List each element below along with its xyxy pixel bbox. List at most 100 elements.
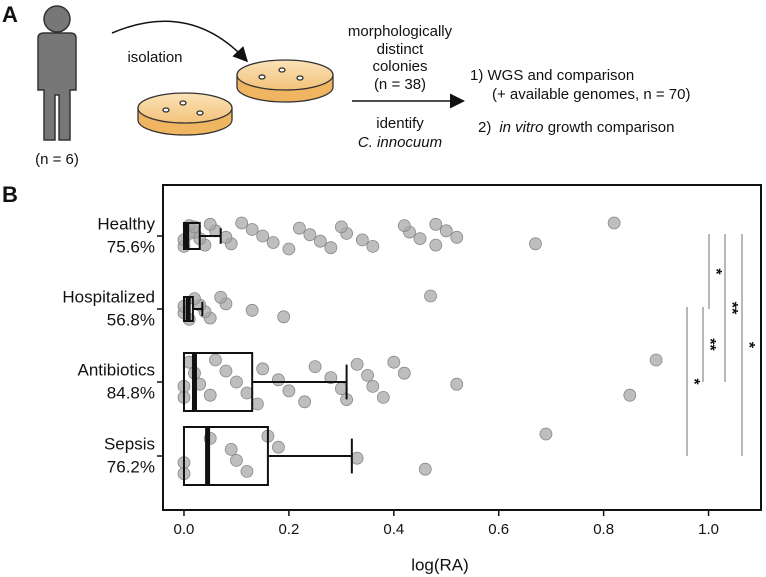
data-point: [361, 368, 374, 382]
x-tick-label: 1.0: [698, 521, 719, 538]
category-label: Hospitalized: [62, 287, 155, 306]
x-tick-label: 0.4: [383, 521, 404, 538]
data-point: [292, 221, 306, 235]
species-text: C. innocuum: [358, 134, 442, 151]
x-tick-label: 0.6: [488, 521, 509, 538]
significance-label: *: [740, 342, 757, 349]
step-rest: growth comparison: [544, 119, 675, 136]
box: [182, 352, 254, 412]
person-icon: [37, 5, 77, 141]
data-point: [334, 220, 348, 234]
category-percent: 56.8%: [107, 310, 155, 329]
data-point: [418, 462, 432, 476]
category-percent: 84.8%: [107, 383, 155, 402]
data-point: [397, 219, 411, 233]
data-point: [334, 382, 348, 396]
data-point: [450, 377, 464, 391]
data-point: [282, 384, 296, 398]
data-point: [397, 366, 411, 380]
step-number: 2): [478, 119, 491, 136]
data-point: [350, 451, 364, 465]
step-italic: in vitro: [499, 119, 543, 136]
data-point: [272, 373, 285, 387]
x-tick-label: 0.0: [174, 521, 195, 538]
x-tick-label: 0.2: [278, 521, 299, 538]
data-point: [214, 290, 228, 304]
data-point: [230, 375, 243, 389]
data-point: [303, 228, 317, 242]
isolation-arrow: [111, 20, 249, 63]
step-note: (+ available genomes, n = 70): [492, 86, 690, 103]
data-point: [607, 216, 621, 230]
data-point: [424, 289, 437, 303]
significance-label: *: [685, 378, 702, 385]
significance-label: *: [707, 268, 724, 275]
significance-label: **: [701, 338, 718, 351]
data-point: [235, 216, 249, 230]
x-tick-label: 0.8: [593, 521, 614, 538]
significance-label: **: [723, 302, 740, 315]
person-count: (n = 6): [35, 151, 79, 168]
category-label: Healthy: [97, 214, 155, 233]
data-point: [355, 233, 369, 247]
data-point: [413, 232, 427, 246]
colonies-text: distinct: [377, 41, 425, 58]
data-point: [429, 217, 443, 231]
panel-label: B: [2, 182, 18, 207]
plot-frame: [162, 184, 762, 511]
category-label: Sepsis: [104, 434, 155, 453]
data-point: [376, 390, 390, 404]
data-point: [240, 386, 254, 400]
data-point: [649, 353, 663, 367]
data-point: [298, 395, 312, 409]
data-point: [324, 241, 338, 255]
data-point: [439, 224, 453, 238]
step-text: 1) WGS and comparison: [470, 67, 634, 84]
data-point: [219, 230, 233, 244]
identify-text: identify: [376, 115, 424, 132]
data-point: [245, 223, 259, 236]
data-point: [256, 362, 270, 376]
petri-dish: [137, 92, 233, 136]
colonies-text: morphologically: [348, 23, 453, 40]
arrow-label: isolation: [127, 49, 182, 66]
data-point: [366, 379, 380, 393]
petri-dish: [236, 59, 334, 103]
data-point: [366, 239, 380, 253]
data-point: [245, 303, 259, 317]
data-point: [209, 353, 222, 367]
category-percent: 75.6%: [107, 237, 155, 256]
data-point: [203, 217, 217, 231]
data-point: [266, 236, 280, 249]
category-label: Antibiotics: [78, 360, 155, 379]
box: [182, 222, 201, 250]
data-point: [272, 440, 285, 454]
category-percent: 76.2%: [107, 457, 155, 476]
box: [182, 426, 269, 486]
data-point: [277, 310, 291, 324]
data-point: [203, 388, 217, 402]
data-point: [324, 371, 338, 385]
data-point: [350, 357, 364, 371]
data-point: [256, 229, 270, 243]
data-point: [429, 238, 443, 252]
data-point: [240, 464, 254, 478]
data-point: [539, 427, 553, 441]
data-point: [282, 242, 296, 256]
data-point: [219, 364, 233, 378]
data-point: [308, 360, 322, 374]
step-text: 2) in vitro growth comparison: [478, 119, 674, 136]
data-point: [623, 388, 637, 402]
colonies-text: (n = 38): [374, 76, 426, 93]
data-point: [387, 355, 401, 369]
panel-label: A: [2, 2, 18, 27]
data-point: [230, 453, 243, 467]
x-axis-label: log(RA): [411, 555, 469, 574]
data-point: [529, 237, 542, 251]
data-point: [450, 230, 464, 244]
colonies-text: colonies: [372, 58, 427, 75]
data-point: [313, 234, 327, 248]
data-point: [224, 442, 238, 456]
data-point: [251, 397, 264, 411]
